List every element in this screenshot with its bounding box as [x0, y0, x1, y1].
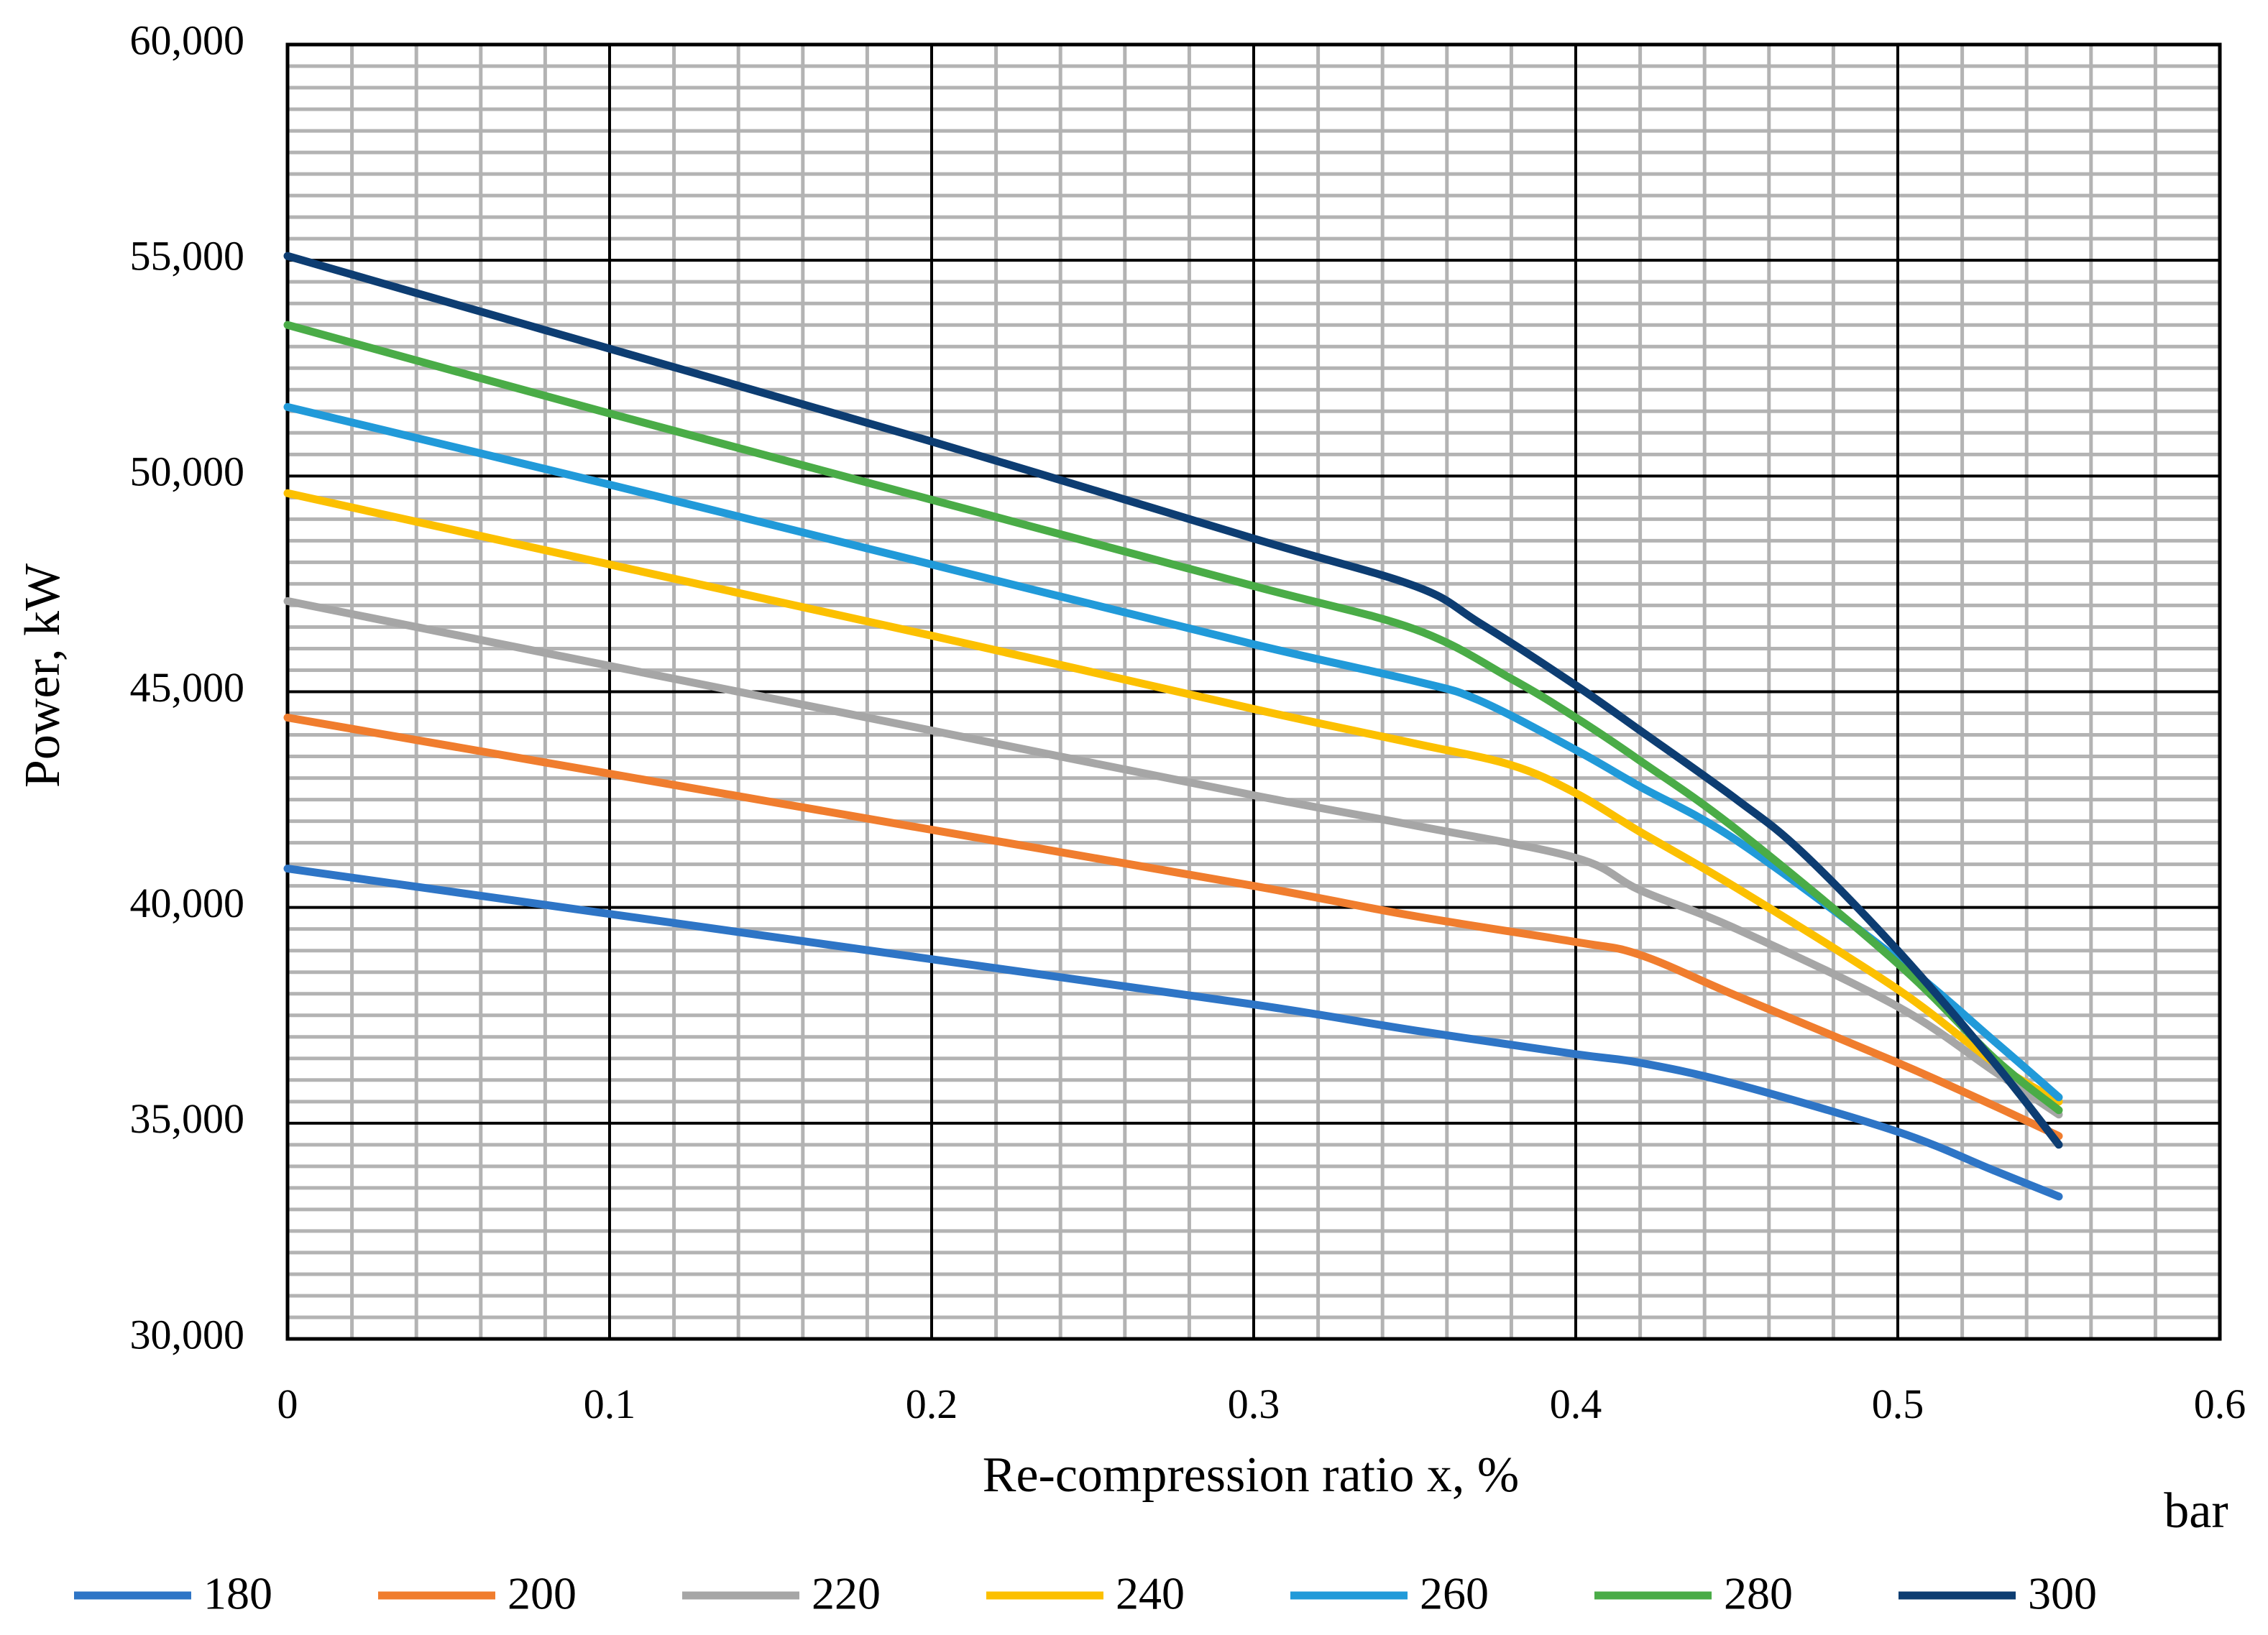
- series-line-180: [283, 865, 2063, 1201]
- series-line-240: [283, 489, 2063, 1106]
- legend-label-300: 300: [2028, 1568, 2097, 1619]
- y-tick-label: 55,000: [130, 232, 245, 279]
- y-axis-tick-labels: 30,000 35,000 40,000 45,000 50,000 55,000 60,0…: [130, 17, 245, 1358]
- series-line-220: [283, 597, 2063, 1119]
- x-tick-label: 0.5: [1872, 1381, 1924, 1427]
- y-tick-label: 30,000: [130, 1311, 245, 1358]
- legend-label-200: 200: [508, 1568, 577, 1619]
- x-tick-label: 0.6: [2194, 1381, 2246, 1427]
- y-tick-label: 35,000: [130, 1095, 245, 1142]
- series-lines: [283, 252, 2063, 1201]
- series-line-300: [283, 252, 2063, 1149]
- y-tick-label: 40,000: [130, 880, 245, 926]
- y-tick-label: 60,000: [130, 17, 245, 63]
- legend-label-280: 280: [1724, 1568, 1793, 1619]
- legend-label-180: 180: [203, 1568, 272, 1619]
- legend-label-260: 260: [1420, 1568, 1489, 1619]
- x-tick-label: 0.1: [584, 1381, 636, 1427]
- y-tick-label: 45,000: [130, 664, 245, 711]
- plot-area-border: [285, 42, 2222, 1341]
- series-line-200: [283, 714, 2063, 1141]
- legend-item-220: 220: [682, 1568, 881, 1619]
- series-line-280: [283, 321, 2063, 1115]
- legend-label-240: 240: [1116, 1568, 1185, 1619]
- legend-item-300: 300: [1899, 1568, 2097, 1619]
- x-axis-tick-labels: 0 0.1 0.2 0.3 0.4 0.5 0.6: [277, 1381, 2246, 1427]
- legend-label-220: 220: [812, 1568, 881, 1619]
- legend-item-280: 280: [1594, 1568, 1793, 1619]
- x-tick-label: 0.2: [906, 1381, 958, 1427]
- x-tick-label: 0.4: [1550, 1381, 1602, 1427]
- legend-item-200: 200: [378, 1568, 577, 1619]
- x-tick-label: 0.3: [1228, 1381, 1280, 1427]
- legend-item-240: 240: [986, 1568, 1185, 1619]
- legend-item-180: 180: [74, 1568, 272, 1619]
- x-tick-label: 0: [277, 1381, 298, 1427]
- legend: 180 200 220 240 260 280 300: [74, 1568, 2097, 1619]
- x-axis-title: Re-compression ratio x, %: [983, 1447, 1519, 1503]
- unit-note: bar: [2164, 1483, 2228, 1539]
- legend-item-260: 260: [1290, 1568, 1489, 1619]
- y-axis-title: Power, kW: [15, 563, 70, 788]
- y-tick-label: 50,000: [130, 448, 245, 495]
